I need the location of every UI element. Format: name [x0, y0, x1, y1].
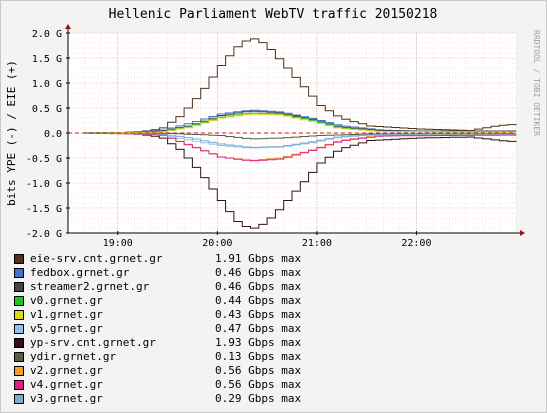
y-tick-label: 0.5 G: [32, 104, 62, 115]
legend-swatch: [14, 296, 24, 306]
legend-series-name: ydir.grnet.gr: [30, 350, 117, 363]
legend-series-name: v4.grnet.gr: [30, 378, 103, 391]
rrdtool-watermark: RRDTOOL / TOBI OETIKER: [532, 30, 541, 136]
legend-swatch: [14, 380, 24, 390]
y-tick-label: -2.0 G: [26, 229, 62, 240]
legend-swatch: [14, 324, 24, 334]
series-line-6: [84, 132, 517, 229]
y-axis-label: bits YPE (-) / EIE (+): [5, 60, 18, 206]
legend-max-value: 0.46 Gbps max: [215, 266, 302, 279]
series-line-2: [84, 110, 516, 134]
legend-swatch: [14, 310, 24, 320]
chart-title: Hellenic Parliament WebTV traffic 201502…: [109, 7, 438, 22]
y-tick-label: -1.0 G: [26, 179, 62, 190]
legend-swatch: [14, 282, 24, 292]
x-tick-label: 20:00: [202, 238, 232, 249]
legend-max-value: 0.56 Gbps max: [215, 378, 302, 391]
x-tick-label: 22:00: [401, 238, 431, 249]
legend-series-name: v5.grnet.gr: [30, 322, 103, 335]
legend-max-value: 0.43 Gbps max: [215, 308, 302, 321]
legend-swatch: [14, 268, 24, 278]
legend-max-value: 0.13 Gbps max: [215, 350, 302, 363]
legend-series-name: fedbox.grnet.gr: [30, 266, 130, 279]
legend-swatch: [14, 394, 24, 404]
legend-series-name: v1.grnet.gr: [30, 308, 103, 321]
series-line-10: [84, 132, 516, 148]
series-line-4: [84, 113, 516, 134]
axes: [65, 24, 525, 236]
legend-swatch: [14, 254, 24, 264]
y-tick-labels: 2.0 G 1.5 G 1.0 G 0.5 G 0.0 -0.5 G -1.0 G -1.5 …: [26, 29, 62, 240]
x-tick-label: 19:00: [103, 238, 133, 249]
legend-series-name: v2.grnet.gr: [30, 364, 103, 377]
legend-swatch: [14, 352, 24, 362]
y-tick-label: 1.0 G: [32, 79, 62, 90]
y-tick-label: -0.5 G: [26, 154, 62, 165]
legend-max-value: 0.47 Gbps max: [215, 322, 302, 335]
legend-swatch: [14, 366, 24, 376]
y-tick-label: 2.0 G: [32, 29, 62, 40]
legend-max-value: 1.93 Gbps max: [215, 336, 302, 349]
legend-series-name: yp-srv.cnt.grnet.gr: [30, 336, 156, 349]
legend-series-name: v0.grnet.gr: [30, 294, 103, 307]
x-axis-arrow: [520, 230, 525, 236]
legend-max-value: 0.44 Gbps max: [215, 294, 302, 307]
legend-series-name: streamer2.grnet.gr: [30, 280, 150, 293]
legend-max-value: 1.91 Gbps max: [215, 252, 302, 265]
legend-max-value: 0.29 Gbps max: [215, 392, 302, 405]
x-tick-label: 21:00: [302, 238, 332, 249]
y-tick-label: 1.5 G: [32, 54, 62, 65]
legend-max-value: 0.46 Gbps max: [215, 280, 302, 293]
series-lines: [68, 38, 517, 229]
y-tick-label: 0.0: [44, 129, 62, 140]
y-tick-label: -1.5 G: [26, 204, 62, 215]
legend-series-name: v3.grnet.gr: [30, 392, 103, 405]
legend-swatch: [14, 338, 24, 348]
y-axis-arrow: [65, 24, 71, 29]
legend-max-value: 0.56 Gbps max: [215, 364, 302, 377]
legend-series-name: eie-srv.cnt.grnet.gr: [30, 252, 163, 265]
x-tick-labels: 19:00 20:00 21:00 22:00: [103, 238, 432, 249]
series-line-0: [84, 38, 517, 134]
